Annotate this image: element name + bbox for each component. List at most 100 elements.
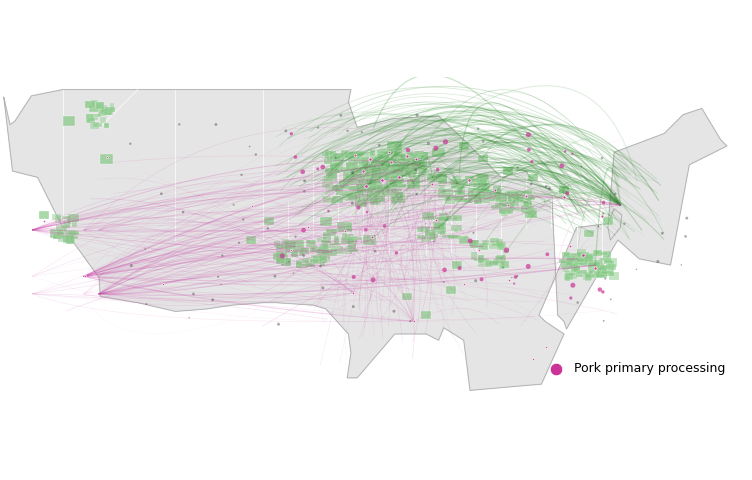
Bar — [578, 252, 589, 259]
Point — [577, 251, 589, 259]
Bar — [482, 190, 492, 198]
Point — [364, 155, 376, 162]
Bar — [576, 258, 584, 263]
Bar — [285, 240, 297, 245]
Bar — [397, 178, 404, 185]
Bar — [594, 271, 603, 274]
Bar — [475, 191, 485, 197]
Bar — [499, 200, 511, 207]
Bar — [468, 240, 476, 246]
Bar — [489, 262, 499, 266]
Point — [338, 228, 350, 235]
Bar — [299, 252, 305, 256]
Bar — [496, 193, 508, 202]
Bar — [329, 164, 340, 169]
Bar — [569, 264, 576, 267]
Point — [347, 169, 359, 177]
Bar — [305, 258, 312, 266]
Bar — [306, 263, 315, 267]
Bar — [105, 123, 109, 128]
Bar — [509, 199, 519, 206]
Bar — [605, 264, 611, 269]
Bar — [375, 161, 381, 164]
Bar — [577, 249, 586, 257]
Bar — [447, 235, 459, 240]
Bar — [53, 232, 63, 240]
Bar — [373, 171, 378, 176]
Bar — [445, 193, 450, 201]
Bar — [359, 158, 368, 161]
Bar — [438, 185, 445, 191]
Bar — [355, 197, 367, 207]
Bar — [299, 264, 309, 266]
Point — [630, 265, 642, 273]
Bar — [65, 225, 70, 228]
Bar — [421, 312, 431, 319]
Bar — [387, 141, 402, 151]
Bar — [357, 174, 382, 193]
Bar — [368, 193, 375, 198]
Bar — [525, 196, 535, 200]
Bar — [323, 198, 334, 203]
Bar — [358, 180, 364, 183]
Bar — [476, 174, 489, 181]
Point — [228, 201, 240, 209]
Bar — [370, 197, 378, 205]
Bar — [327, 154, 338, 161]
Point — [590, 264, 602, 271]
Point — [317, 284, 329, 292]
Bar — [327, 249, 337, 256]
Bar — [273, 253, 284, 260]
Point — [183, 314, 196, 322]
Bar — [89, 122, 99, 129]
Point — [572, 299, 584, 306]
Point — [609, 190, 621, 198]
Bar — [418, 168, 426, 177]
Bar — [371, 194, 377, 202]
Bar — [265, 217, 274, 225]
Bar — [330, 164, 339, 171]
Point — [596, 155, 608, 162]
Bar — [481, 195, 487, 198]
Bar — [325, 150, 329, 158]
Bar — [388, 169, 398, 176]
Bar — [585, 274, 591, 281]
Bar — [563, 252, 571, 256]
Point — [410, 155, 422, 162]
Point — [346, 199, 358, 207]
Point — [681, 214, 693, 222]
Bar — [341, 197, 347, 200]
Bar — [449, 180, 456, 185]
Bar — [328, 172, 337, 179]
Bar — [277, 247, 284, 253]
Bar — [468, 188, 474, 197]
Bar — [357, 169, 363, 173]
Bar — [359, 175, 367, 178]
Point — [605, 296, 617, 303]
Point — [420, 220, 432, 228]
Point — [538, 198, 550, 205]
Bar — [390, 159, 402, 162]
Bar — [55, 215, 61, 223]
Point — [598, 317, 610, 324]
Bar — [609, 264, 616, 270]
Bar — [346, 246, 352, 249]
Point — [510, 273, 522, 281]
Bar — [373, 195, 384, 202]
Bar — [470, 240, 478, 248]
Bar — [573, 263, 578, 272]
Bar — [322, 196, 332, 199]
Point — [543, 185, 555, 192]
Bar — [91, 100, 98, 106]
Point — [423, 140, 435, 147]
Bar — [390, 168, 399, 173]
Bar — [422, 215, 426, 220]
Bar — [317, 237, 327, 242]
Point — [335, 111, 347, 119]
Bar — [326, 229, 338, 233]
Bar — [365, 170, 371, 178]
Bar — [528, 211, 532, 216]
Point — [430, 144, 442, 152]
Bar — [276, 244, 284, 250]
Bar — [319, 246, 326, 252]
